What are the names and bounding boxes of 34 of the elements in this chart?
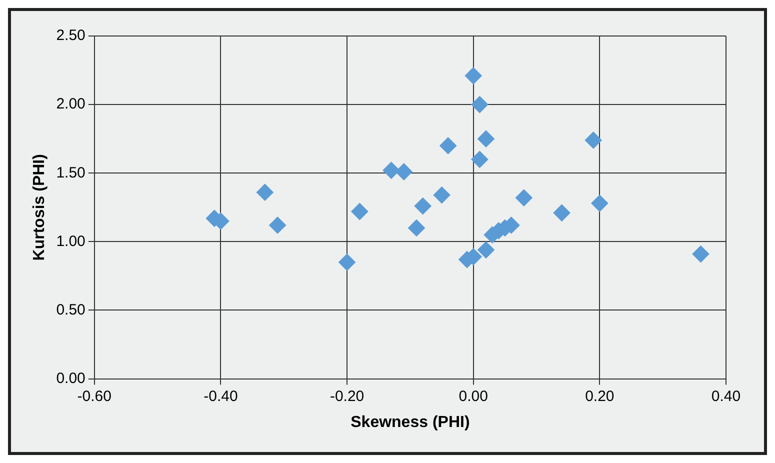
- point: [351, 203, 368, 220]
- y-tick-label: 2.50: [56, 27, 86, 44]
- x-tick-label: -0.20: [330, 388, 364, 405]
- y-tick-label: 2.00: [56, 96, 86, 113]
- point: [440, 137, 457, 154]
- x-tick-label: -0.60: [77, 388, 112, 405]
- point: [515, 189, 532, 206]
- x-tick-label: 0.40: [711, 388, 741, 405]
- point: [269, 216, 286, 234]
- point: [382, 162, 400, 179]
- y-axis-title: Kurtosis (PHI): [31, 154, 48, 261]
- x-tick-label: -0.40: [204, 388, 238, 405]
- point: [477, 241, 494, 258]
- x-axis-title: Skewness (PHI): [350, 414, 470, 431]
- x-tick-label: 0.20: [585, 388, 614, 405]
- point: [471, 150, 488, 168]
- point: [584, 132, 602, 149]
- point: [433, 186, 450, 204]
- point: [591, 194, 608, 212]
- point: [464, 67, 482, 84]
- point: [477, 130, 494, 148]
- y-tick-label: 0.50: [56, 301, 86, 318]
- point: [395, 163, 412, 180]
- point: [408, 219, 426, 236]
- point: [338, 254, 356, 271]
- x-tick-label: 0.00: [458, 388, 488, 405]
- point: [256, 184, 274, 201]
- point: [692, 246, 710, 263]
- y-tick-label: 1.00: [56, 232, 86, 250]
- point: [471, 96, 488, 114]
- point: [553, 204, 570, 222]
- y-tick-label: 0.00: [56, 370, 86, 387]
- y-tick-label: 1.50: [56, 164, 86, 182]
- point: [414, 198, 432, 215]
